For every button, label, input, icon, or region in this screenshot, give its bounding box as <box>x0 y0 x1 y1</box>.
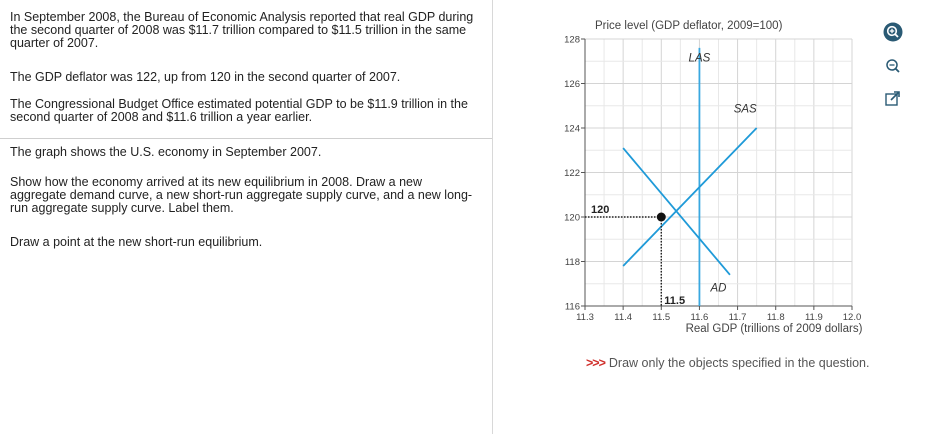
chart-curves <box>585 47 758 306</box>
question-panel: In September 2008, the Bureau of Economi… <box>0 0 493 434</box>
x-tick-label: 11.4 <box>614 312 632 323</box>
question-paragraph-3: The Congressional Budget Office estimate… <box>10 97 468 124</box>
curve-ad <box>622 147 731 276</box>
instruction-message: Draw only the objects specified in the q… <box>608 356 870 370</box>
y-tick-label: 128 <box>564 35 580 46</box>
x-tick-label: 11.8 <box>767 312 785 323</box>
curve-label-las: LAS <box>689 52 711 64</box>
y-tick-label: 120 <box>564 213 580 224</box>
zoom-out-icon <box>886 59 900 73</box>
question-paragraph-4: The graph shows the U.S. economy in Sept… <box>10 145 322 159</box>
chart-grid <box>584 38 853 307</box>
y-tick-label: 126 <box>564 79 580 90</box>
question-paragraph-6: Draw a point at the new short-run equili… <box>10 235 263 249</box>
x-axis-title: Real GDP (trillions of 2009 dollars) <box>686 323 863 335</box>
x-tick-label: 11.9 <box>805 312 823 323</box>
zoom-in-icon <box>883 22 903 42</box>
y-tick-label: 116 <box>565 302 580 313</box>
equilibrium-price-label: 120 <box>591 204 609 216</box>
y-axis-title: Price level (GDP deflator, 2009=100) <box>595 20 783 32</box>
chart-labels: Price level (GDP deflator, 2009=100) Real… <box>591 20 863 335</box>
x-tick-label: 11.3 <box>576 312 594 323</box>
y-tick-label: 118 <box>565 257 580 268</box>
equilibrium-point <box>656 212 666 222</box>
zoom-in-button[interactable] <box>882 21 904 43</box>
y-tick-label: 124 <box>564 124 580 135</box>
question-paragraph-2: The GDP deflator was 122, up from 120 in… <box>10 70 401 84</box>
curve-sas <box>622 127 758 267</box>
curve-label-sas: SAS <box>734 103 757 115</box>
x-tick-label: 12.0 <box>843 312 862 323</box>
curve-label-ad: AD <box>710 283 727 295</box>
question-paragraph-1: In September 2008, the Bureau of Economi… <box>10 10 474 50</box>
instruction-arrows: >>> <box>586 356 606 370</box>
x-tick-label: 11.5 <box>652 312 670 323</box>
zoom-out-button[interactable] <box>882 56 904 78</box>
question-paragraph-5: Show how the economy arrived at its new … <box>10 175 473 215</box>
ad-as-chart[interactable]: 116 118 120 122 124 126 128 11.3 11.4 11.5 11.6 11.… <box>560 12 870 342</box>
graph-area[interactable]: 116 118 120 122 124 126 128 11.3 11.4 11.5 11.6 11.… <box>560 12 870 347</box>
x-tick-label: 11.7 <box>729 312 747 323</box>
instruction-text: >>> Draw only the objects specified in th… <box>586 356 869 370</box>
y-tick-label: 122 <box>564 168 580 179</box>
x-tick-label: 11.6 <box>691 312 709 323</box>
popout-button[interactable] <box>882 88 904 110</box>
chart-axes: 116 118 120 122 124 126 128 11.3 11.4 11.5 11.6 11.… <box>564 35 861 324</box>
popout-icon <box>885 91 900 106</box>
section-divider <box>0 138 492 139</box>
equilibrium-gdp-label: 11.5 <box>664 295 685 307</box>
